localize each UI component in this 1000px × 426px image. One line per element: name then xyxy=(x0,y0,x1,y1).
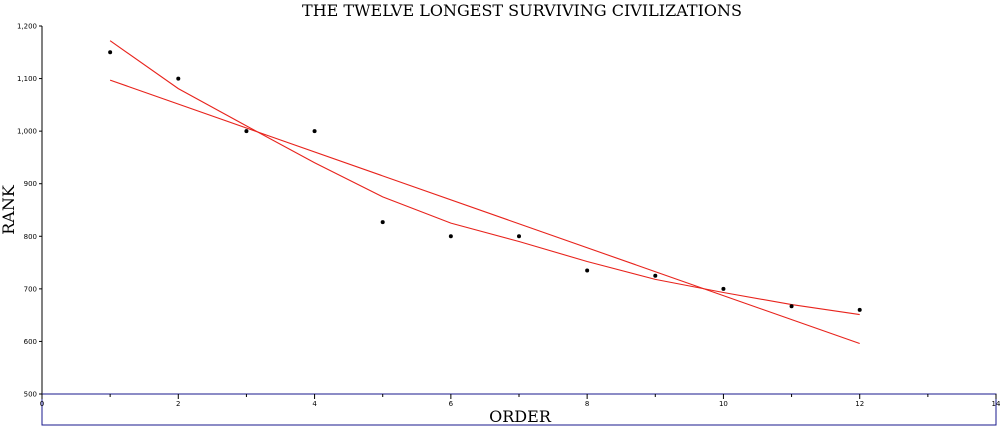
x-axis-title: ORDER xyxy=(489,407,552,426)
plot-area: 500 600 700 800 900 1,000 1,100 1,200 0 2 4 6 8 10 12 1… xyxy=(17,23,1000,426)
data-point xyxy=(517,234,521,239)
curve-fit-line xyxy=(109,40,860,316)
y-tick-label: 800 xyxy=(24,233,37,241)
y-tick-label: 1,000 xyxy=(17,128,37,136)
data-point xyxy=(721,286,726,291)
chart-title: THE TWELVE LONGEST SURVIVING CIVILIZATIO… xyxy=(302,1,742,20)
data-point xyxy=(448,234,453,239)
data-point xyxy=(176,76,181,81)
data-point xyxy=(857,307,862,312)
linear-fit-line xyxy=(109,79,860,345)
data-point xyxy=(312,129,317,134)
y-tick-label: 600 xyxy=(24,338,37,346)
data-point xyxy=(108,50,113,55)
x-tick-label: 8 xyxy=(585,400,589,408)
data-point xyxy=(789,304,794,309)
x-tick-label: 14 xyxy=(992,400,1000,408)
y-tick-label: 1,200 xyxy=(17,23,37,31)
y-tick-label: 500 xyxy=(24,391,37,399)
data-point xyxy=(244,129,249,134)
data-point xyxy=(380,220,385,225)
x-tick-label: 4 xyxy=(312,400,317,408)
y-tick-label: 700 xyxy=(24,285,37,293)
data-point xyxy=(585,268,590,273)
y-tick-label: 1,100 xyxy=(17,75,37,83)
x-tick-label: 0 xyxy=(40,400,44,408)
y-axis-title: RANK xyxy=(0,184,18,235)
x-tick-label: 2 xyxy=(176,400,180,408)
x-tick-label: 12 xyxy=(855,400,864,408)
y-tick-label: 900 xyxy=(24,180,37,188)
x-tick-label: 10 xyxy=(719,400,728,408)
x-tick-label: 6 xyxy=(449,400,454,408)
data-point xyxy=(653,273,658,278)
